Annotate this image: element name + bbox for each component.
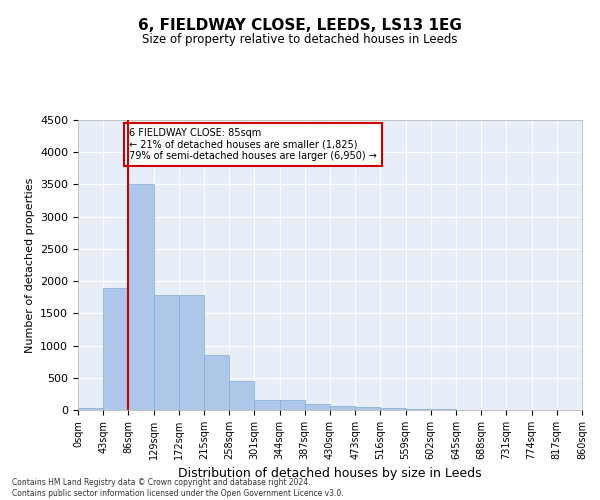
Bar (380, 408, 406, 410)
Bar (154, 296, 179, 410)
Bar (204, 355, 229, 410)
Bar (305, 404, 330, 410)
Text: Distribution of detached houses by size in Leeds: Distribution of detached houses by size … (178, 467, 482, 480)
Bar (280, 400, 305, 410)
Text: Contains HM Land Registry data © Crown copyright and database right 2024.
Contai: Contains HM Land Registry data © Crown c… (12, 478, 344, 498)
Bar (179, 296, 204, 410)
Bar (355, 408, 380, 410)
Text: 6 FIELDWAY CLOSE: 85sqm
← 21% of detached houses are smaller (1,825)
79% of semi: 6 FIELDWAY CLOSE: 85sqm ← 21% of detache… (129, 128, 377, 161)
Y-axis label: Number of detached properties: Number of detached properties (25, 178, 35, 352)
Bar (103, 288, 128, 410)
Text: Size of property relative to detached houses in Leeds: Size of property relative to detached ho… (142, 32, 458, 46)
Bar (229, 381, 254, 410)
Bar (128, 184, 154, 410)
Text: 6, FIELDWAY CLOSE, LEEDS, LS13 1EG: 6, FIELDWAY CLOSE, LEEDS, LS13 1EG (138, 18, 462, 32)
Bar (254, 400, 280, 410)
Bar (78, 408, 103, 410)
Bar (330, 406, 355, 410)
